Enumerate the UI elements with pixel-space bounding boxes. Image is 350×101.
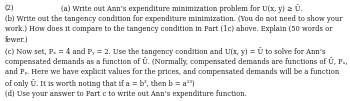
Text: (b) Write out the tangency condition for expenditure minimization. (You do not n: (b) Write out the tangency condition for…: [5, 15, 342, 23]
Text: of only Ū. It is worth noting that if a = b³, then b = a¹³): of only Ū. It is worth noting that if a …: [5, 79, 194, 88]
Text: (a) Write out Ann’s expenditure minimization problem for U(x, y) ≥ Ū.: (a) Write out Ann’s expenditure minimiza…: [61, 4, 303, 13]
Text: compensated demands as a function of Ū. (Normally, compensated demands are funct: compensated demands as a function of Ū. …: [5, 58, 347, 66]
Text: (2): (2): [5, 4, 14, 12]
Text: (d) Use your answer to Part c to write out Ann’s expenditure function.: (d) Use your answer to Part c to write o…: [5, 90, 246, 98]
Text: fewer.): fewer.): [5, 36, 28, 44]
Text: work.) How does it compare to the tangency condition in Part (1c) above. Explain: work.) How does it compare to the tangen…: [5, 25, 332, 33]
Text: and Pᵧ. Here we have explicit values for the prices, and compensated demands wil: and Pᵧ. Here we have explicit values for…: [5, 68, 339, 76]
Text: (c) Now set, Pₓ = 4 and Pᵧ = 2. Use the tangency condition and U(x, y) = Ū to so: (c) Now set, Pₓ = 4 and Pᵧ = 2. Use the …: [5, 47, 325, 56]
